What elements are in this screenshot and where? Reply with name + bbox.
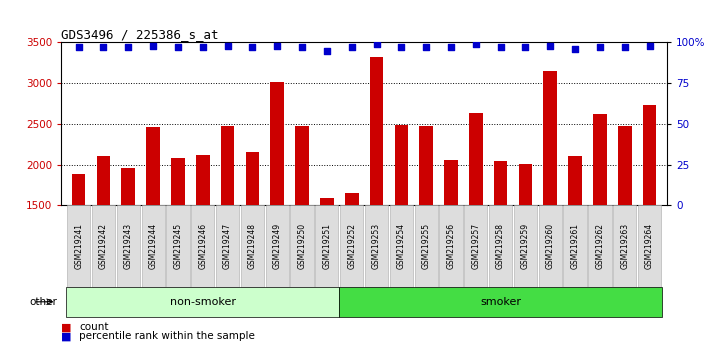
Text: GSM219254: GSM219254 (397, 223, 406, 269)
Point (420, 45, 432, 50)
Text: non-smoker: non-smoker (169, 297, 236, 307)
Point (321, 48, 332, 53)
Text: GSM219248: GSM219248 (248, 223, 257, 269)
Bar (196, 155, 210, 205)
Text: percentile rank within the sample: percentile rank within the sample (79, 331, 255, 341)
Point (123, 45, 134, 50)
Point (445, 45, 456, 50)
Text: ■: ■ (61, 331, 72, 341)
Text: GSM219252: GSM219252 (348, 223, 356, 269)
Text: GSM219257: GSM219257 (472, 223, 480, 269)
Text: count: count (79, 322, 109, 332)
Text: GSM219247: GSM219247 (223, 223, 232, 269)
Bar (593, 114, 607, 205)
Text: GSM219244: GSM219244 (149, 223, 158, 269)
Bar (146, 127, 160, 205)
Bar (97, 156, 110, 205)
Point (570, 46, 581, 52)
Bar (420, 126, 433, 205)
Bar (544, 71, 557, 205)
Point (346, 45, 358, 50)
Point (197, 45, 208, 50)
Text: GSM219259: GSM219259 (521, 223, 530, 269)
Point (470, 41, 482, 47)
Point (371, 41, 382, 47)
Bar (295, 126, 309, 205)
Text: GDS3496 / 225386_s_at: GDS3496 / 225386_s_at (61, 28, 218, 41)
Bar (246, 152, 260, 205)
Bar (370, 57, 384, 205)
Bar (345, 193, 358, 205)
Text: smoker: smoker (480, 297, 521, 307)
Text: GSM219260: GSM219260 (546, 223, 554, 269)
Point (644, 43, 655, 48)
Point (619, 45, 630, 50)
Point (147, 43, 159, 48)
Point (594, 45, 606, 50)
Text: GSM219241: GSM219241 (74, 223, 83, 269)
Point (247, 45, 258, 50)
Bar (72, 175, 86, 205)
Bar (221, 126, 234, 205)
Bar (394, 125, 408, 205)
Bar (642, 105, 656, 205)
Bar (121, 168, 135, 205)
Point (172, 45, 184, 50)
Bar (494, 161, 508, 205)
Bar (469, 113, 482, 205)
Point (98, 45, 110, 50)
Text: GSM219263: GSM219263 (620, 223, 629, 269)
Bar (444, 160, 458, 205)
Text: GSM219264: GSM219264 (645, 223, 654, 269)
Text: GSM219256: GSM219256 (446, 223, 456, 269)
Text: GSM219255: GSM219255 (422, 223, 430, 269)
Bar (568, 156, 582, 205)
Bar (618, 126, 632, 205)
Bar (171, 158, 185, 205)
Text: GSM219251: GSM219251 (322, 223, 332, 269)
Text: GSM219250: GSM219250 (298, 223, 306, 269)
Point (495, 45, 506, 50)
Bar (518, 164, 532, 205)
Text: GSM219249: GSM219249 (273, 223, 282, 269)
Point (222, 43, 234, 48)
Bar (320, 198, 334, 205)
Text: GSM219242: GSM219242 (99, 223, 108, 269)
Point (272, 43, 283, 48)
Point (544, 43, 556, 48)
Point (296, 45, 308, 50)
Point (520, 45, 531, 50)
Text: GSM219246: GSM219246 (198, 223, 207, 269)
Text: GSM219262: GSM219262 (596, 223, 604, 269)
Text: ■: ■ (61, 322, 72, 332)
Text: GSM219261: GSM219261 (570, 223, 580, 269)
Point (396, 45, 407, 50)
Point (73, 45, 84, 50)
Text: GSM219253: GSM219253 (372, 223, 381, 269)
Text: GSM219258: GSM219258 (496, 223, 505, 269)
Text: GSM219243: GSM219243 (124, 223, 133, 269)
Text: other: other (30, 297, 58, 307)
Text: GSM219245: GSM219245 (174, 223, 182, 269)
Bar (270, 82, 284, 205)
